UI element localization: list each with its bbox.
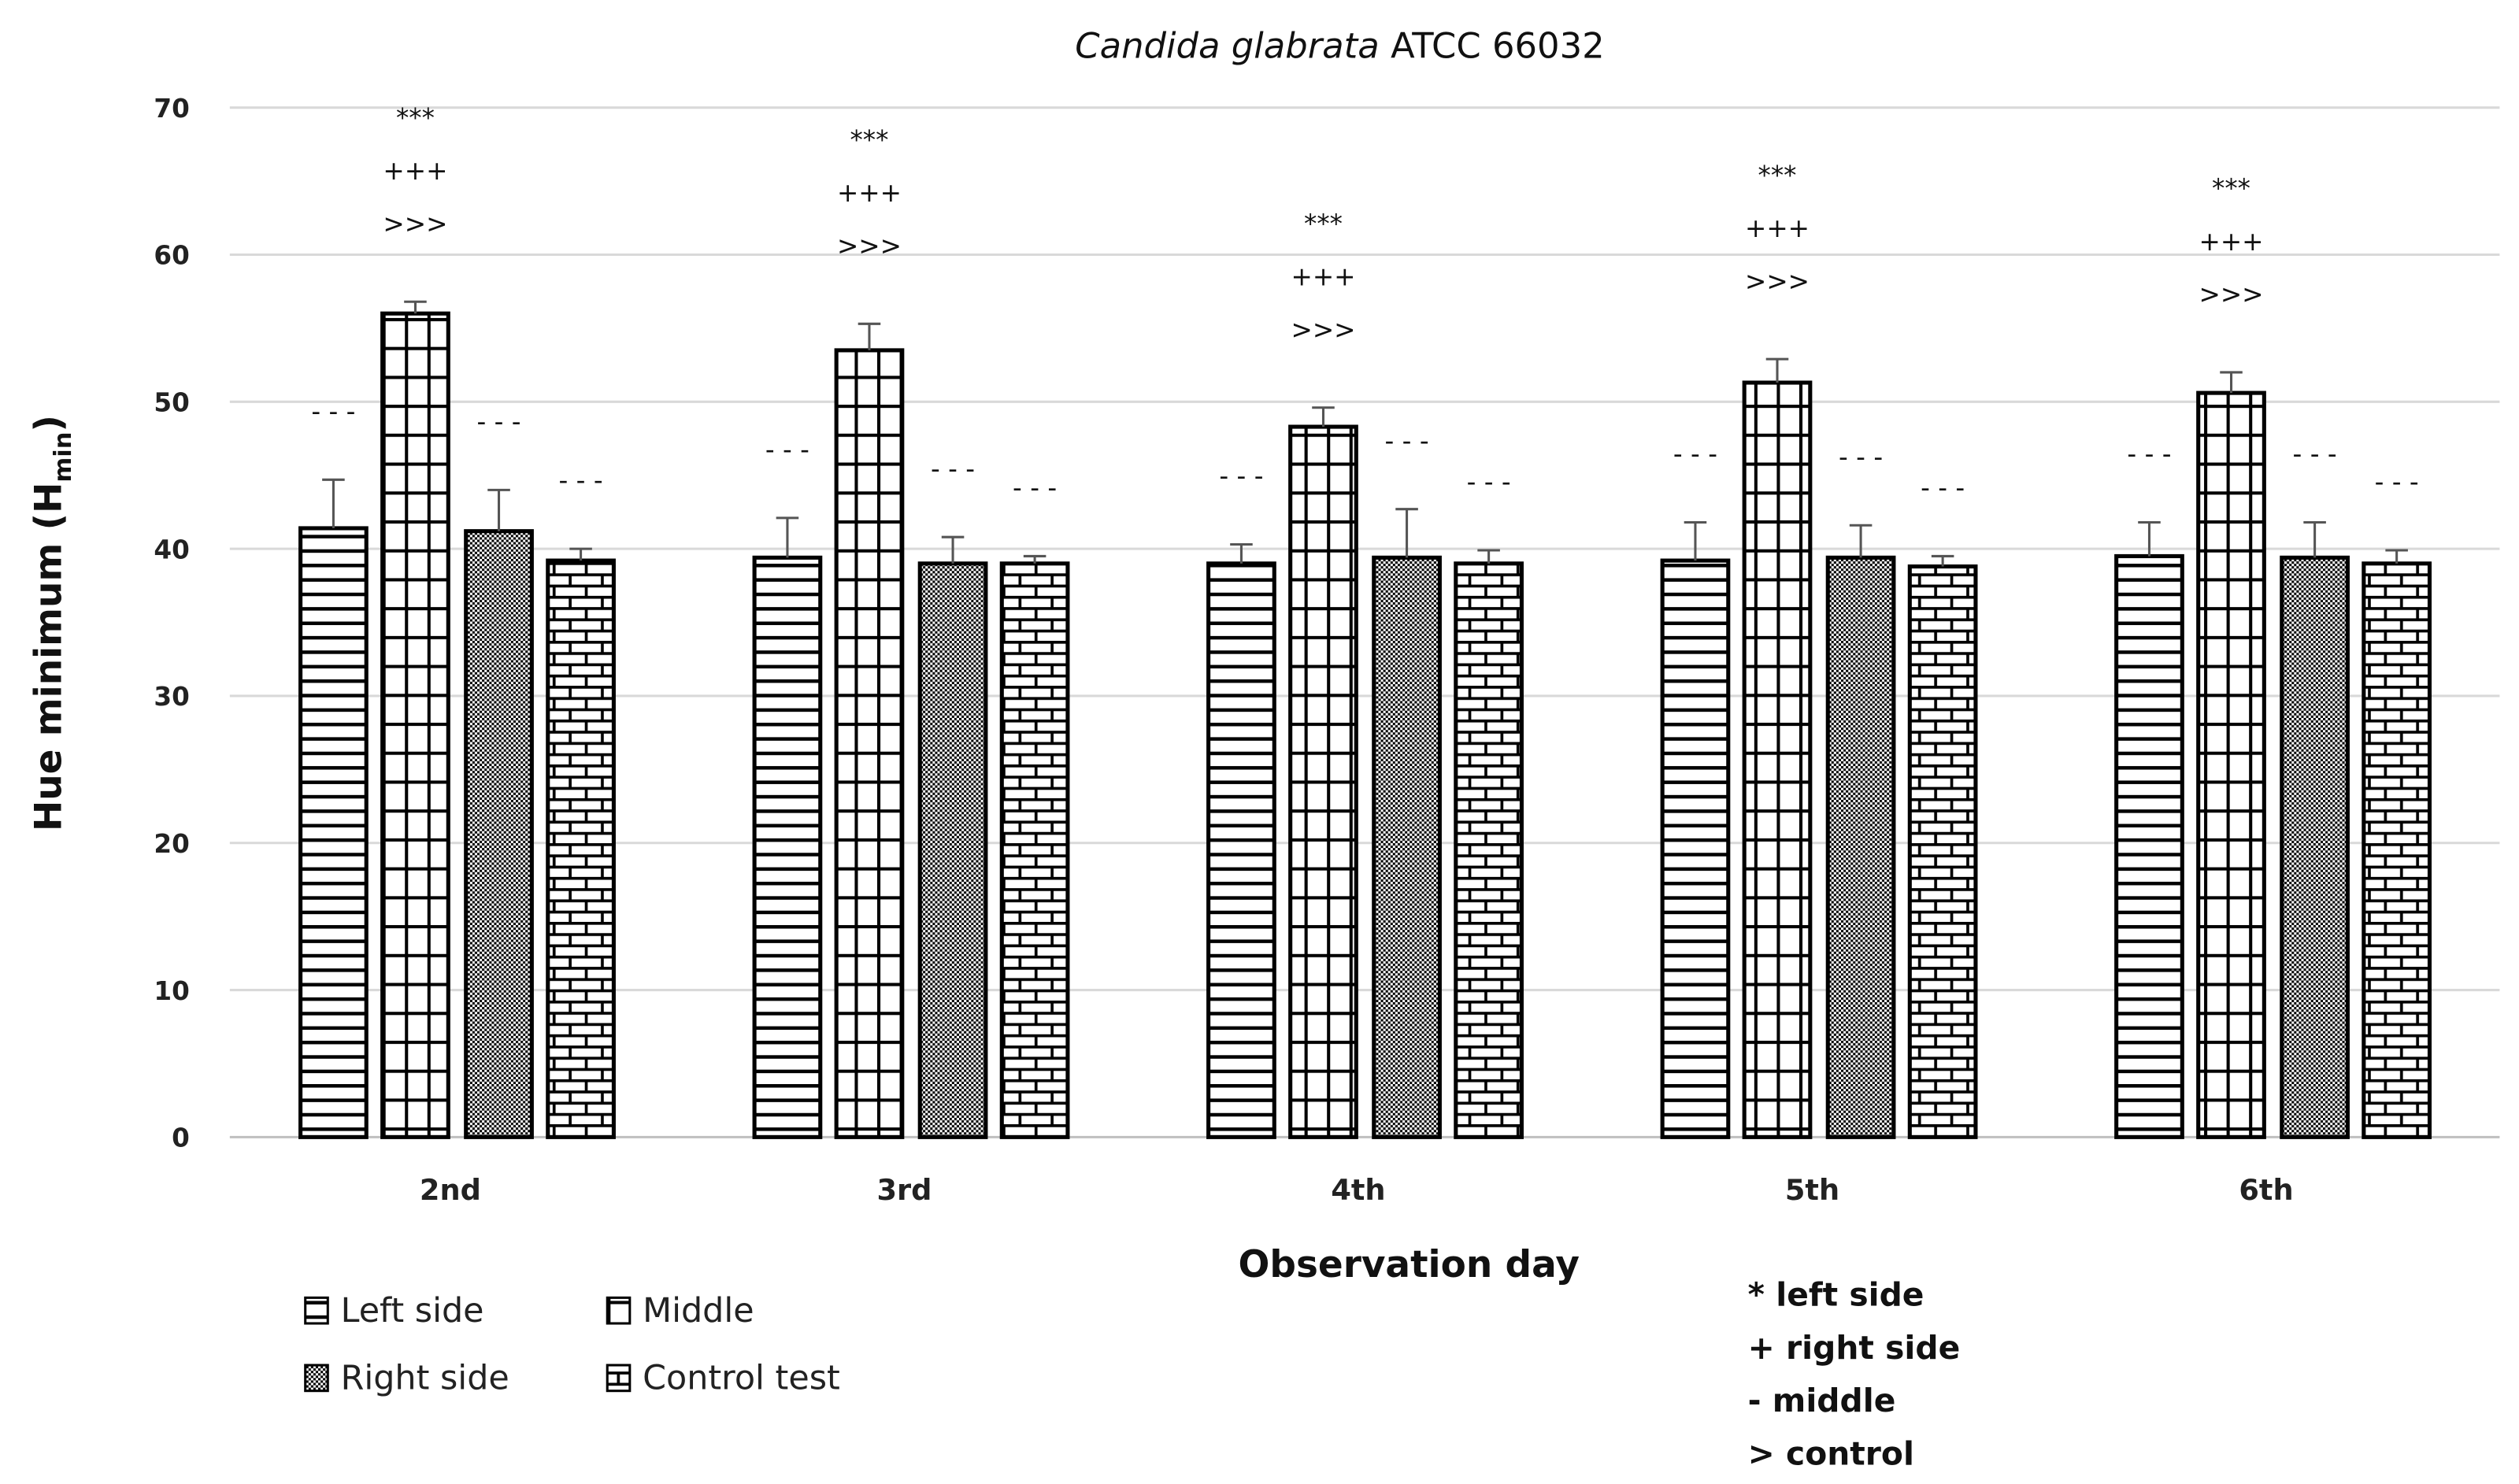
significance-annotation: - - - bbox=[765, 435, 809, 464]
bar-left-side bbox=[752, 555, 823, 1139]
significance-annotation: >>> bbox=[1745, 266, 1810, 296]
chart-title: Candida glabrata ATCC 66032 bbox=[1075, 24, 1604, 66]
significance-annotation: +++ bbox=[1291, 262, 1355, 292]
legend-swatch bbox=[304, 1296, 329, 1325]
bar-control-test bbox=[1907, 564, 1978, 1139]
bar-control-test bbox=[1454, 561, 1524, 1139]
significance-annotation: +++ bbox=[1745, 213, 1810, 243]
significance-annotation: - - - bbox=[1921, 473, 1965, 503]
legend-swatch bbox=[606, 1364, 632, 1393]
significance-annotation: +++ bbox=[2199, 227, 2264, 257]
bar-right-side bbox=[1372, 555, 1442, 1139]
significance-annotation: - - - bbox=[2293, 439, 2337, 469]
x-tick-label: 2nd bbox=[420, 1173, 481, 1207]
significance-annotation: - - - bbox=[559, 465, 603, 495]
legend-label: Left side bbox=[341, 1291, 484, 1330]
bar-control-test bbox=[546, 558, 616, 1139]
bar-middle bbox=[834, 348, 905, 1139]
y-tick-label: 10 bbox=[154, 976, 189, 1006]
significance-annotation: - - - bbox=[1467, 467, 1511, 497]
significance-annotation: *** bbox=[1758, 161, 1797, 191]
y-tick-label: 70 bbox=[154, 94, 189, 124]
bar-right-side bbox=[464, 529, 534, 1139]
bar-middle bbox=[1288, 424, 1358, 1139]
significance-key-item: > control bbox=[1748, 1435, 1914, 1473]
significance-annotation: - - - bbox=[1839, 442, 1883, 472]
bar-middle bbox=[1742, 380, 1813, 1139]
significance-annotation: - - - bbox=[311, 396, 355, 426]
legend: Left side Middle Right side Control test bbox=[304, 1291, 840, 1398]
significance-annotation: >>> bbox=[383, 209, 447, 239]
bar-left-side bbox=[1206, 561, 1276, 1139]
significance-annotation: +++ bbox=[837, 178, 902, 208]
significance-annotation: +++ bbox=[383, 156, 447, 186]
y-tick-labels: 0 10 20 30 40 50 60 70 bbox=[154, 94, 189, 1153]
bar-control-test bbox=[2362, 561, 2432, 1139]
bar-right-side bbox=[917, 561, 988, 1139]
y-tick-label: 30 bbox=[154, 682, 189, 712]
legend-label: Right side bbox=[341, 1359, 509, 1398]
significance-annotation: >>> bbox=[837, 231, 902, 261]
bars: - - - *** +++ >>> - - - - - - - - - *** +++ >>> - … bbox=[298, 103, 2432, 1139]
bar-middle bbox=[380, 311, 450, 1139]
significance-annotation: - - - bbox=[1673, 439, 1717, 469]
legend-swatch bbox=[304, 1364, 329, 1393]
significance-key-item: + right side bbox=[1748, 1329, 1961, 1367]
bar-right-side bbox=[1825, 555, 1896, 1139]
significance-key-item: - middle bbox=[1748, 1382, 1896, 1419]
x-tick-label: 6th bbox=[2239, 1173, 2293, 1207]
y-tick-label: 50 bbox=[154, 388, 189, 418]
significance-annotation: - - - bbox=[1013, 473, 1057, 503]
y-axis-label: Hue minimum (Hmin) bbox=[28, 415, 77, 831]
legend-label: Control test bbox=[643, 1359, 840, 1398]
legend-swatch bbox=[606, 1296, 632, 1325]
x-tick-labels: 2nd 3rd 4th 5th 6th bbox=[420, 1173, 2294, 1207]
bar-left-side bbox=[298, 526, 369, 1139]
x-axis-label: Observation day bbox=[1239, 1243, 1580, 1286]
significance-annotation: *** bbox=[850, 125, 889, 155]
significance-key: * left side + right side - middle > control bbox=[1748, 1276, 1961, 1473]
significance-key-item: * left side bbox=[1748, 1276, 1924, 1314]
y-tick-label: 20 bbox=[154, 829, 189, 859]
significance-annotation: - - - bbox=[1385, 426, 1429, 456]
y-tick-label: 40 bbox=[154, 535, 189, 564]
bar-left-side bbox=[2114, 553, 2184, 1139]
x-tick-label: 5th bbox=[1785, 1173, 1839, 1207]
significance-annotation: - - - bbox=[2127, 439, 2171, 469]
bar-control-test bbox=[999, 561, 1070, 1139]
bar-left-side bbox=[1660, 558, 1731, 1139]
significance-annotation: *** bbox=[2212, 174, 2250, 204]
significance-annotation: *** bbox=[1304, 209, 1343, 239]
significance-annotation: - - - bbox=[1219, 461, 1263, 491]
y-tick-label: 0 bbox=[172, 1123, 190, 1153]
bar-right-side bbox=[2280, 555, 2350, 1139]
significance-annotation: >>> bbox=[2199, 279, 2264, 309]
x-tick-label: 4th bbox=[1331, 1173, 1385, 1207]
significance-annotation: - - - bbox=[2375, 467, 2419, 497]
significance-annotation: - - - bbox=[477, 406, 521, 436]
legend-label: Middle bbox=[643, 1291, 754, 1330]
significance-annotation: *** bbox=[396, 103, 435, 133]
significance-annotation: - - - bbox=[931, 453, 975, 483]
x-tick-label: 3rd bbox=[876, 1173, 932, 1207]
bar-middle bbox=[2196, 390, 2266, 1139]
significance-annotation: >>> bbox=[1291, 315, 1355, 345]
y-tick-label: 60 bbox=[154, 241, 189, 271]
